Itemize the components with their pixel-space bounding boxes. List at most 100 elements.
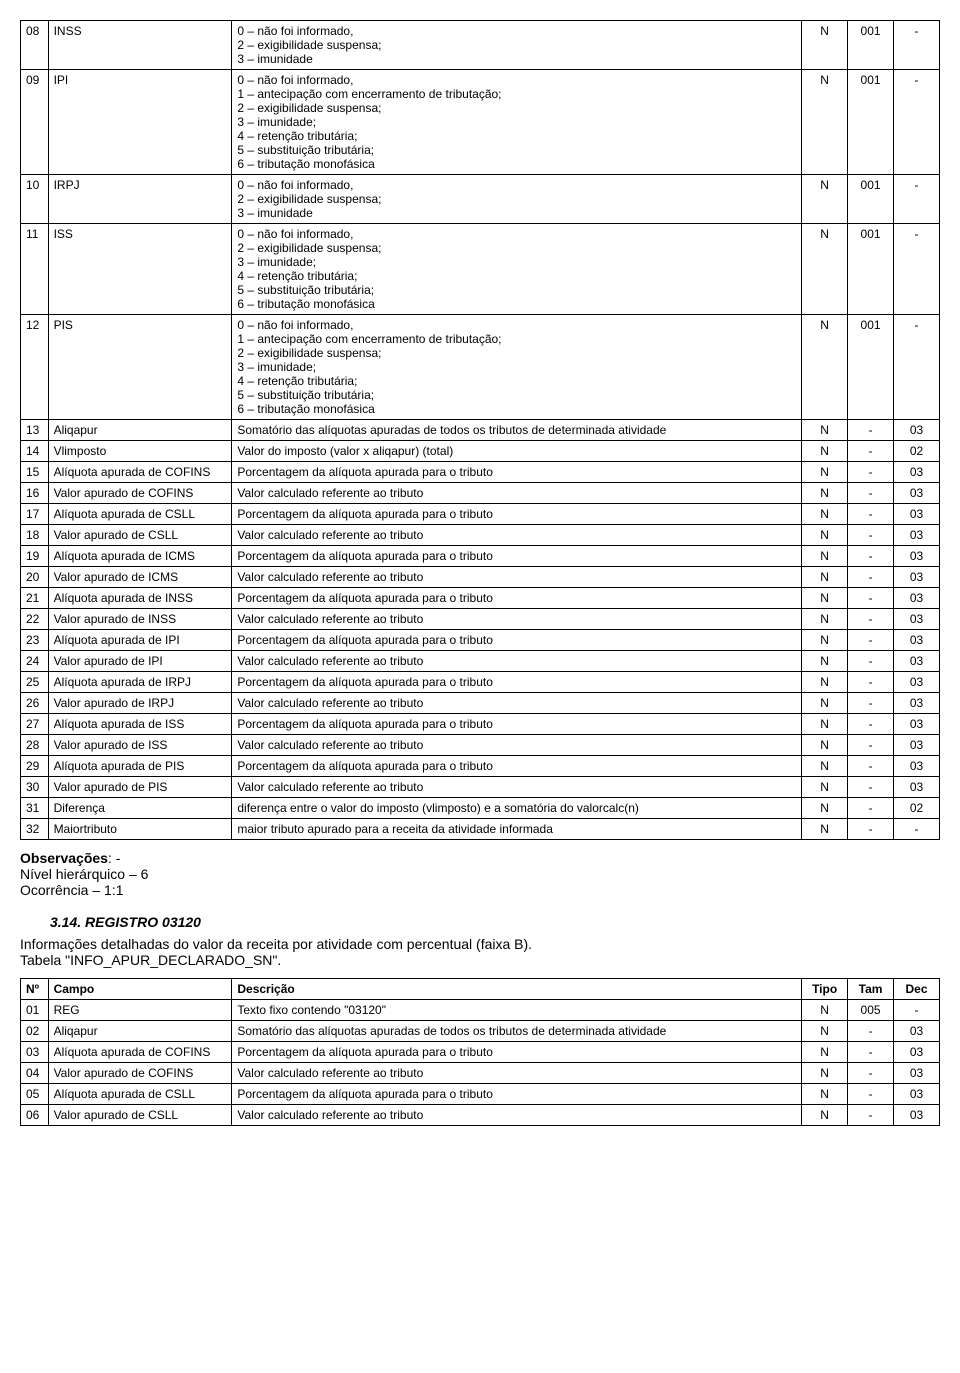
cell-num: 15	[21, 462, 49, 483]
cell-tam: -	[848, 483, 894, 504]
cell-type: N	[802, 224, 848, 315]
cell-type: N	[802, 819, 848, 840]
cell-type: N	[802, 1021, 848, 1042]
cell-dec: 03	[894, 1063, 940, 1084]
cell-num: 21	[21, 588, 49, 609]
table-row: 13AliqapurSomatório das alíquotas apurad…	[21, 420, 940, 441]
cell-num: 05	[21, 1084, 49, 1105]
cell-dec: 03	[894, 630, 940, 651]
cell-desc: Somatório das alíquotas apuradas de todo…	[232, 1021, 802, 1042]
th-desc: Descrição	[232, 979, 802, 1000]
table-row: 14VlimpostoValor do imposto (valor x ali…	[21, 441, 940, 462]
cell-tam: -	[848, 1084, 894, 1105]
cell-field: ISS	[48, 224, 232, 315]
cell-field: Valor apurado de IPI	[48, 651, 232, 672]
cell-dec: 03	[894, 1084, 940, 1105]
cell-field: IRPJ	[48, 175, 232, 224]
table-row: 06Valor apurado de CSLLValor calculado r…	[21, 1105, 940, 1126]
table-row: 05Alíquota apurada de CSLLPorcentagem da…	[21, 1084, 940, 1105]
cell-num: 13	[21, 420, 49, 441]
cell-type: N	[802, 483, 848, 504]
table-row: 28Valor apurado de ISSValor calculado re…	[21, 735, 940, 756]
cell-tam: -	[848, 546, 894, 567]
table-row: 19Alíquota apurada de ICMSPorcentagem da…	[21, 546, 940, 567]
cell-num: 25	[21, 672, 49, 693]
cell-dec: 03	[894, 588, 940, 609]
cell-tam: -	[848, 714, 894, 735]
cell-num: 12	[21, 315, 49, 420]
table-row: 12PIS0 – não foi informado, 1 – antecipa…	[21, 315, 940, 420]
cell-dec: 03	[894, 609, 940, 630]
th-num: Nº	[21, 979, 49, 1000]
second-table: Nº Campo Descrição Tipo Tam Dec 01REGTex…	[20, 978, 940, 1126]
cell-tam: 005	[848, 1000, 894, 1021]
cell-field: Aliqapur	[48, 1021, 232, 1042]
cell-type: N	[802, 777, 848, 798]
cell-desc: 0 – não foi informado, 2 – exigibilidade…	[232, 224, 802, 315]
cell-desc: Porcentagem da alíquota apurada para o t…	[232, 1042, 802, 1063]
table-row: 20Valor apurado de ICMSValor calculado r…	[21, 567, 940, 588]
cell-tam: -	[848, 420, 894, 441]
cell-num: 26	[21, 693, 49, 714]
cell-tam: -	[848, 756, 894, 777]
table-row: 10IRPJ0 – não foi informado, 2 – exigibi…	[21, 175, 940, 224]
table-row: 29Alíquota apurada de PISPorcentagem da …	[21, 756, 940, 777]
table-row: 26Valor apurado de IRPJValor calculado r…	[21, 693, 940, 714]
cell-type: N	[802, 798, 848, 819]
cell-tam: -	[848, 504, 894, 525]
cell-type: N	[802, 588, 848, 609]
cell-tam: -	[848, 462, 894, 483]
main-table: 08INSS0 – não foi informado, 2 – exigibi…	[20, 20, 940, 840]
cell-field: IPI	[48, 70, 232, 175]
cell-num: 01	[21, 1000, 49, 1021]
cell-field: Valor apurado de CSLL	[48, 1105, 232, 1126]
cell-dec: 03	[894, 777, 940, 798]
cell-desc: 0 – não foi informado, 1 – antecipação c…	[232, 70, 802, 175]
cell-dec: 03	[894, 504, 940, 525]
cell-dec: -	[894, 819, 940, 840]
cell-dec: -	[894, 224, 940, 315]
cell-field: Valor apurado de ISS	[48, 735, 232, 756]
cell-type: N	[802, 1000, 848, 1021]
cell-tam: -	[848, 798, 894, 819]
table-row: 23Alíquota apurada de IPIPorcentagem da …	[21, 630, 940, 651]
cell-dec: 03	[894, 693, 940, 714]
table-row: 02AliqapurSomatório das alíquotas apurad…	[21, 1021, 940, 1042]
cell-field: Valor apurado de COFINS	[48, 1063, 232, 1084]
cell-field: Valor apurado de IRPJ	[48, 693, 232, 714]
cell-dec: -	[894, 315, 940, 420]
cell-tam: -	[848, 609, 894, 630]
cell-desc: Texto fixo contendo "03120"	[232, 1000, 802, 1021]
cell-type: N	[802, 1084, 848, 1105]
cell-desc: Valor calculado referente ao tributo	[232, 1105, 802, 1126]
th-type: Tipo	[802, 979, 848, 1000]
table-row: 15Alíquota apurada de COFINSPorcentagem …	[21, 462, 940, 483]
cell-tam: -	[848, 693, 894, 714]
cell-field: Valor apurado de COFINS	[48, 483, 232, 504]
cell-tam: -	[848, 441, 894, 462]
cell-desc: Porcentagem da alíquota apurada para o t…	[232, 546, 802, 567]
cell-desc: Porcentagem da alíquota apurada para o t…	[232, 504, 802, 525]
cell-type: N	[802, 609, 848, 630]
cell-field: Alíquota apurada de ICMS	[48, 546, 232, 567]
cell-num: 19	[21, 546, 49, 567]
cell-num: 18	[21, 525, 49, 546]
cell-type: N	[802, 441, 848, 462]
table-row: 18Valor apurado de CSLLValor calculado r…	[21, 525, 940, 546]
cell-desc: 0 – não foi informado, 2 – exigibilidade…	[232, 175, 802, 224]
cell-tam: -	[848, 1042, 894, 1063]
cell-field: INSS	[48, 21, 232, 70]
cell-type: N	[802, 714, 848, 735]
cell-desc: Valor calculado referente ao tributo	[232, 651, 802, 672]
cell-type: N	[802, 567, 848, 588]
table-row: 24Valor apurado de IPIValor calculado re…	[21, 651, 940, 672]
cell-dec: 03	[894, 420, 940, 441]
table-row: 11ISS0 – não foi informado, 2 – exigibil…	[21, 224, 940, 315]
cell-desc: Valor calculado referente ao tributo	[232, 609, 802, 630]
cell-tam: -	[848, 819, 894, 840]
cell-dec: 02	[894, 798, 940, 819]
cell-type: N	[802, 462, 848, 483]
cell-dec: 03	[894, 1042, 940, 1063]
cell-dec: 03	[894, 483, 940, 504]
cell-num: 28	[21, 735, 49, 756]
